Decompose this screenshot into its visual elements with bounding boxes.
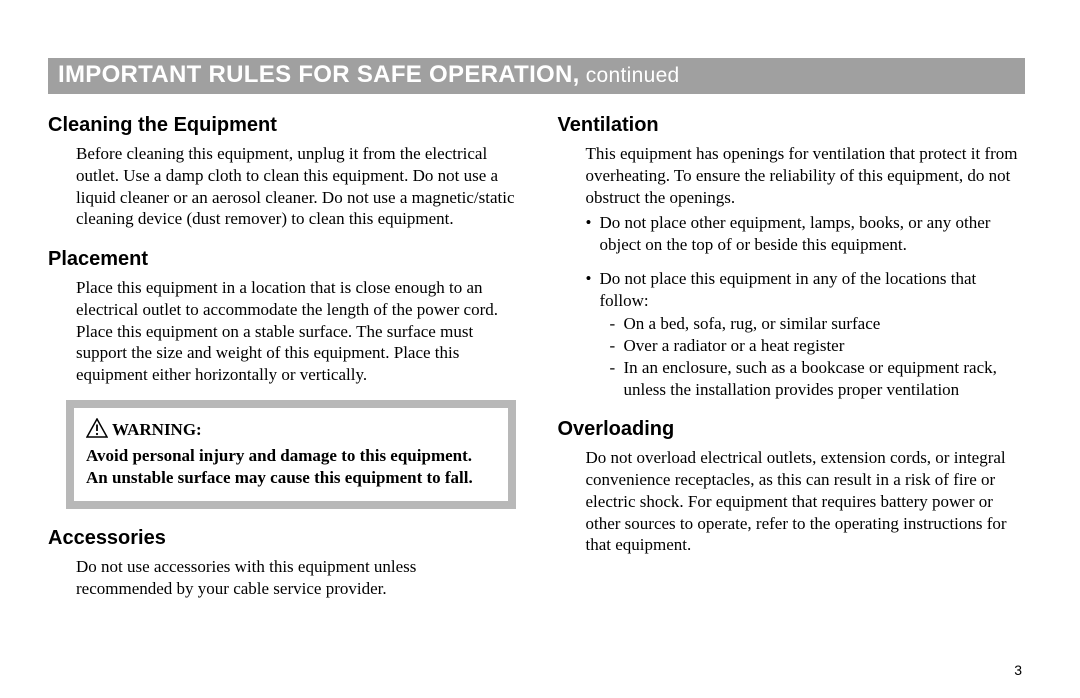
body-overloading: Do not overload electrical outlets, exte… — [586, 447, 1026, 556]
warning-triangle-icon — [86, 418, 108, 443]
dash-icon: - — [610, 357, 624, 401]
dash-icon: - — [610, 335, 624, 357]
heading-placement: Placement — [48, 248, 516, 271]
dash-icon: - — [610, 313, 624, 335]
list-item: - On a bed, sofa, rug, or similar surfac… — [610, 313, 1026, 335]
warning-body-text: Avoid personal injury and damage to this… — [86, 445, 496, 489]
page-title-bar: IMPORTANT RULES FOR SAFE OPERATION, cont… — [48, 58, 1025, 94]
body-ventilation: This equipment has openings for ventilat… — [586, 143, 1026, 208]
left-column: Cleaning the Equipment Before cleaning t… — [48, 114, 516, 603]
sub-item-text: In an enclosure, such as a bookcase or e… — [624, 357, 1026, 401]
sub-item-text: On a bed, sofa, rug, or similar surface — [624, 313, 1026, 335]
list-item: - In an enclosure, such as a bookcase or… — [610, 357, 1026, 401]
warning-box: WARNING: Avoid personal injury and damag… — [66, 400, 516, 509]
warning-label-text: WARNING: — [112, 420, 202, 440]
bullet-icon: • — [586, 212, 600, 256]
sub-item-text: Over a radiator or a heat register — [624, 335, 1026, 357]
body-accessories: Do not use accessories with this equipme… — [76, 556, 516, 600]
bullet-text-inner: Do not place this equipment in any of th… — [600, 269, 977, 310]
body-cleaning: Before cleaning this equipment, unplug i… — [76, 143, 516, 230]
heading-overloading: Overloading — [558, 418, 1026, 441]
page-number: 3 — [1014, 662, 1022, 678]
heading-ventilation: Ventilation — [558, 114, 1026, 137]
ventilation-sub-list: - On a bed, sofa, rug, or similar surfac… — [610, 313, 1026, 400]
page: IMPORTANT RULES FOR SAFE OPERATION, cont… — [0, 0, 1080, 633]
page-title-continued: continued — [580, 64, 680, 87]
right-column: Ventilation This equipment has openings … — [558, 114, 1026, 603]
warning-label-row: WARNING: — [86, 418, 496, 443]
body-placement: Place this equipment in a location that … — [76, 277, 516, 386]
heading-cleaning: Cleaning the Equipment — [48, 114, 516, 137]
ventilation-bullet-list: • Do not place other equipment, lamps, b… — [586, 212, 1026, 400]
list-item: - Over a radiator or a heat register — [610, 335, 1026, 357]
bullet-icon: • — [586, 268, 600, 401]
bullet-text: Do not place this equipment in any of th… — [600, 268, 1026, 401]
page-title-main: IMPORTANT RULES FOR SAFE OPERATION, — [58, 61, 580, 88]
list-item: • Do not place this equipment in any of … — [586, 268, 1026, 401]
heading-accessories: Accessories — [48, 527, 516, 550]
two-column-layout: Cleaning the Equipment Before cleaning t… — [48, 114, 1025, 603]
bullet-text: Do not place other equipment, lamps, boo… — [600, 212, 1026, 256]
list-item: • Do not place other equipment, lamps, b… — [586, 212, 1026, 256]
